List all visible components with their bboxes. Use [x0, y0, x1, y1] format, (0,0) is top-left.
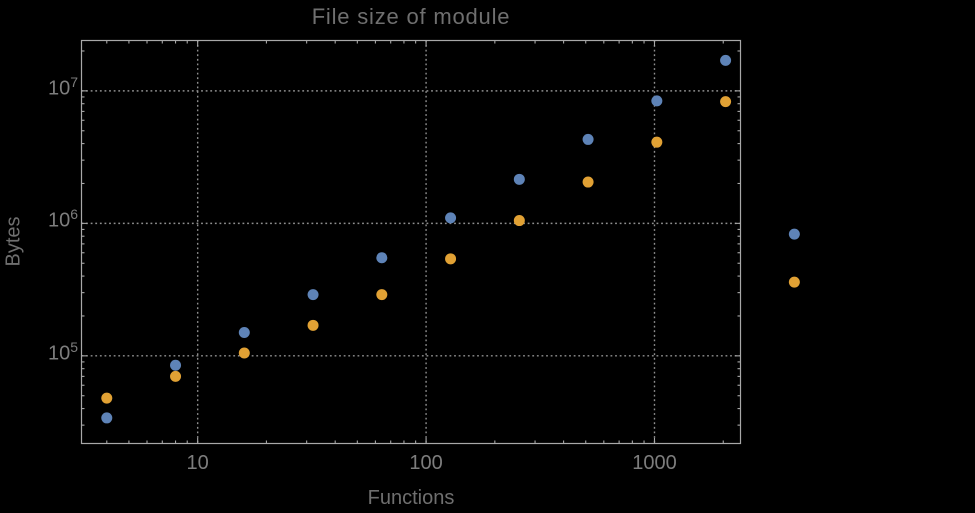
y-tick-label: 107	[47, 73, 78, 100]
data-point-orange-series	[376, 289, 388, 301]
data-point-blue-series	[101, 412, 113, 424]
data-point-orange-series	[238, 347, 250, 359]
data-point-blue-series	[582, 133, 594, 145]
chart-title: File size of module	[311, 4, 511, 29]
data-point-blue-series	[788, 228, 800, 240]
data-point-blue-series	[651, 95, 663, 107]
data-point-orange-series	[513, 215, 525, 227]
x-tick-label: 10	[186, 452, 209, 474]
y-tick-label: 106	[47, 206, 78, 233]
data-point-blue-series	[307, 289, 319, 301]
plot-frame	[80, 39, 742, 445]
y-tick-label: 105	[47, 338, 78, 365]
data-point-blue-series	[238, 327, 250, 339]
data-point-blue-series	[445, 212, 457, 224]
x-tick-label: 1000	[632, 452, 677, 474]
data-point-orange-series	[582, 176, 594, 188]
data-point-blue-series	[170, 359, 182, 371]
data-point-orange-series	[307, 319, 319, 331]
data-point-blue-series	[720, 54, 732, 66]
x-tick-label: 100	[409, 452, 443, 474]
data-point-orange-series	[651, 136, 663, 148]
data-point-orange-series	[101, 392, 113, 404]
data-point-orange-series	[788, 276, 800, 288]
data-point-orange-series	[445, 253, 457, 265]
data-point-orange-series	[170, 370, 182, 382]
data-point-orange-series	[720, 96, 732, 108]
y-axis-label: Bytes	[2, 216, 25, 267]
x-axis-label: Functions	[367, 487, 455, 509]
data-point-blue-series	[376, 252, 388, 264]
data-point-blue-series	[513, 173, 525, 185]
